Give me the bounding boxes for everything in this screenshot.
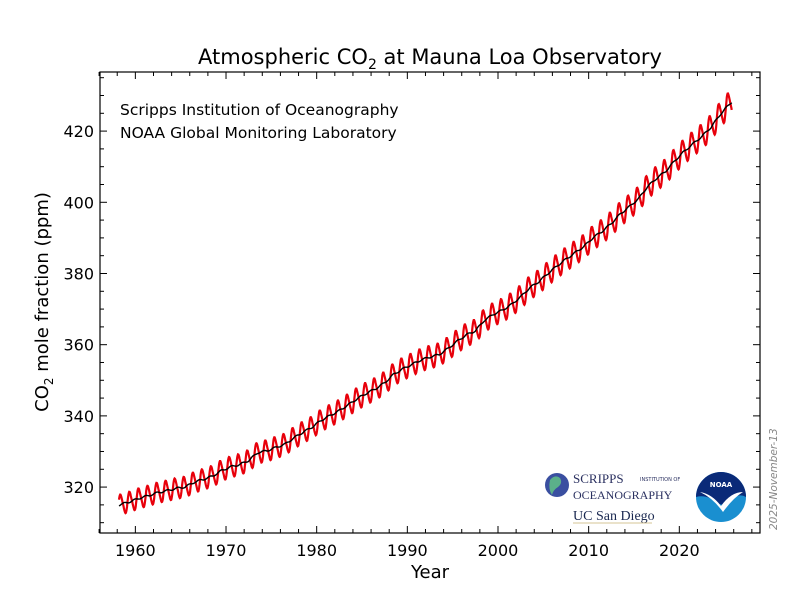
chart-title: Atmospheric CO2 at Mauna Loa Observatory	[198, 45, 662, 73]
annotation-scripps: Scripps Institution of Oceanography	[120, 101, 399, 119]
axis-ticks: 1960 1970 1980 1990 2000 2010 2020 320 340 360 380…	[63, 72, 760, 560]
y-axis-label: CO2 mole fraction (ppm)	[32, 192, 56, 412]
y-tick-label: 340	[63, 407, 94, 426]
scripps-logo: SCRIPPS INSTITUTION OF OCEANOGRAPHY UC S…	[545, 471, 680, 524]
x-tick-label: 1980	[296, 541, 337, 560]
x-tick-label: 1990	[387, 541, 428, 560]
series-layer	[117, 92, 733, 515]
y-tick-label: 400	[63, 193, 94, 212]
y-tick-label: 420	[63, 122, 94, 141]
trend-co2-line	[118, 102, 733, 507]
x-tick-label: 2000	[478, 541, 519, 560]
y-tick-label: 320	[63, 478, 94, 497]
scripps-logo-line2: OCEANOGRAPHY	[573, 488, 673, 502]
y-tick-label: 360	[63, 336, 94, 355]
ucsd-logo-text: UC San Diego	[573, 509, 655, 524]
y-tick-label: 380	[63, 264, 94, 283]
scripps-logo-line1: SCRIPPS	[573, 471, 624, 486]
noaa-logo-text: NOAA	[710, 481, 733, 489]
monthly-co2-line	[117, 92, 733, 515]
date-stamp: 2025-November-13	[768, 428, 780, 530]
scripps-logo-small: INSTITUTION OF	[640, 477, 680, 483]
x-tick-label: 1970	[206, 541, 247, 560]
plot-frame	[99, 71, 761, 534]
x-tick-label: 2010	[568, 541, 609, 560]
noaa-logo: NOAA	[696, 472, 746, 522]
x-tick-label: 2020	[659, 541, 700, 560]
annotation-noaa: NOAA Global Monitoring Laboratory	[120, 124, 397, 142]
x-axis-label: Year	[410, 562, 450, 583]
x-tick-label: 1960	[115, 541, 156, 560]
